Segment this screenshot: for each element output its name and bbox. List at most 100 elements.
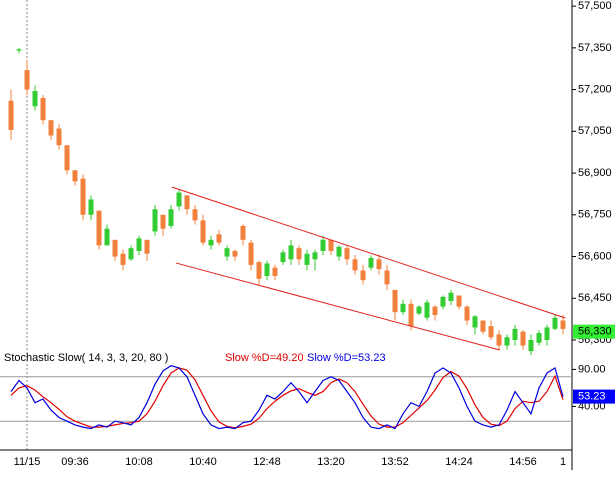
candle-body [56, 128, 62, 146]
candle-body [456, 295, 462, 307]
candle-body [240, 225, 246, 240]
candle-body [320, 239, 326, 251]
candle-body [520, 331, 526, 346]
candle-body [312, 252, 318, 260]
candle-body [552, 317, 558, 329]
candle-body [384, 270, 390, 285]
candle-body [264, 263, 270, 277]
candle-body [224, 248, 230, 257]
legend-entry: Slow %D=53.23 [307, 352, 386, 364]
candle-body [504, 337, 510, 346]
candle-body [408, 303, 414, 327]
x-tick-label: 09:36 [61, 456, 89, 468]
candle-body [144, 239, 150, 254]
candle-body [344, 248, 350, 260]
candle-body [128, 248, 134, 260]
y-tick-label: 56,600 [578, 250, 612, 262]
candle-body [104, 228, 110, 246]
candle-body [296, 248, 302, 260]
indicator-tick-label: 90.00 [578, 363, 606, 375]
candle-body [280, 252, 286, 263]
indicator-value-box [573, 389, 615, 404]
candle-body [496, 334, 502, 346]
indicator-value-label: 53.23 [578, 391, 606, 403]
x-tick-label: 13:20 [317, 456, 345, 468]
indicator-line [10, 365, 564, 430]
candle-body [272, 267, 278, 277]
candle-body [368, 257, 374, 268]
candle-body [32, 90, 38, 107]
candle-body [488, 326, 494, 338]
candle-body [176, 192, 182, 207]
candle-body [392, 289, 398, 313]
candle-body [232, 250, 238, 257]
candle-body [432, 306, 438, 315]
candle-body [16, 49, 22, 51]
x-tick-label: 10:08 [125, 456, 153, 468]
y-tick-label: 57,500 [578, 0, 612, 12]
last-price-box [573, 324, 615, 339]
candle-body [440, 296, 446, 307]
candle-body [192, 209, 198, 221]
candle-body [200, 220, 206, 243]
candle-body [528, 340, 534, 352]
legend-entry: Slow %D=49.20 [225, 352, 304, 364]
candle-body [352, 259, 358, 271]
candle-body [328, 239, 334, 251]
candle-body [336, 246, 342, 257]
indicator-line [10, 367, 564, 429]
x-tick-label: 1 [560, 456, 566, 468]
x-tick-label: 14:56 [509, 456, 537, 468]
candle-body [304, 253, 310, 265]
candle-body [40, 97, 46, 121]
candle-body [96, 210, 102, 246]
y-tick-label: 56,750 [578, 209, 612, 221]
candle-body [360, 270, 366, 281]
last-price-label: 56,330 [578, 326, 612, 338]
candle-body [256, 262, 262, 279]
y-tick-label: 56,450 [578, 292, 612, 304]
candle-body [400, 303, 406, 313]
candle-body [168, 209, 174, 226]
candle-body [216, 234, 222, 243]
candle-body [544, 327, 550, 341]
candle-body [288, 245, 294, 260]
candle-body [72, 170, 78, 182]
candle-body [464, 306, 470, 321]
y-tick-label: 56,900 [578, 167, 612, 179]
indicator-title: Stochastic Slow( 14, 3, 3, 20, 80 ) [4, 352, 168, 364]
candle-body [24, 70, 30, 90]
candle-body [208, 239, 214, 246]
candle-body [64, 145, 70, 171]
candle-body [48, 120, 54, 136]
candle-body [120, 253, 126, 265]
candle-body [512, 328, 518, 341]
candle-body [560, 320, 566, 329]
candle-body [480, 320, 486, 332]
x-tick-label: 14:24 [445, 456, 473, 468]
candle-body [248, 242, 254, 265]
candle-body [416, 306, 422, 314]
candle-body [8, 100, 14, 130]
y-tick-label: 57,350 [578, 42, 612, 54]
trend-line [171, 186, 566, 319]
x-tick-label: 13:52 [381, 456, 409, 468]
x-tick-label: 10:40 [189, 456, 217, 468]
candle-body [472, 316, 478, 328]
y-tick-label: 57,050 [578, 125, 612, 137]
x-tick-label: 12:48 [253, 456, 281, 468]
candle-body [160, 214, 166, 229]
candle-body [376, 259, 382, 270]
candle-body [536, 333, 542, 343]
trend-line [175, 262, 500, 351]
x-tick-label: 11/15 [14, 456, 41, 468]
y-tick-label: 57,200 [578, 83, 612, 95]
candle-body [184, 195, 190, 210]
candle-body [88, 199, 94, 215]
candle-body [448, 292, 454, 302]
candle-body [112, 239, 118, 257]
candle-body [424, 302, 430, 318]
